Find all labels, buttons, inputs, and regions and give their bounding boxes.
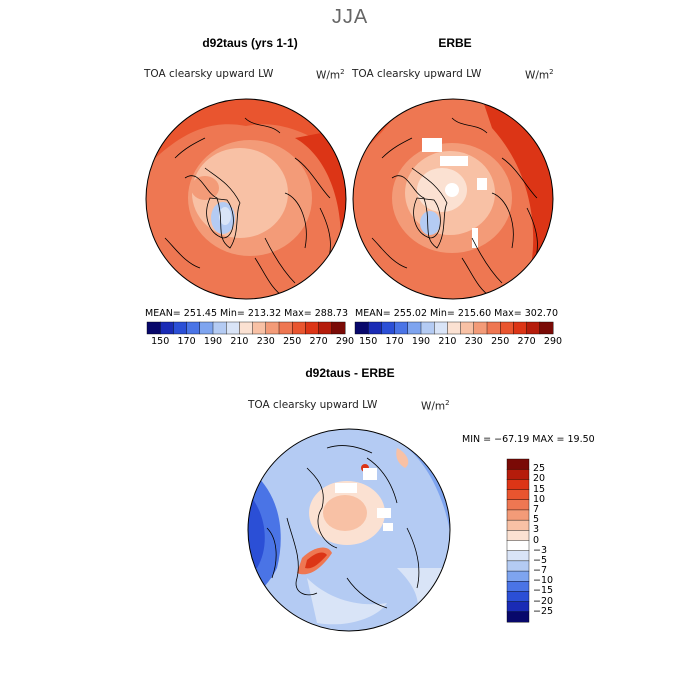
diff-colorbar-swatch: [506, 540, 530, 552]
diff-colorbar-tick-label: 7: [533, 503, 540, 515]
colorbar-tick-label: 170: [385, 336, 404, 347]
diff-colorbar-tick-label: 3: [533, 524, 540, 536]
diff-colorbar-tick-label: −7: [533, 565, 548, 577]
colorbar-swatch: [433, 321, 448, 335]
colorbar-swatch: [199, 321, 214, 335]
colorbar-tick-label: 210: [230, 336, 249, 347]
colorbar-tick-label: 270: [517, 336, 536, 347]
colorbar-tick-label: 230: [464, 336, 483, 347]
colorbar-swatch: [331, 321, 346, 335]
panel1-colorbar: [146, 321, 346, 335]
diff-colorbar-swatch: [506, 489, 530, 501]
colorbar-swatch: [526, 321, 541, 335]
diff-colorbar-swatch: [506, 611, 530, 623]
diff-colorbar-tick-label: 25: [533, 463, 546, 475]
diff-colorbar-swatch: [506, 468, 530, 480]
colorbar-swatch: [499, 321, 514, 335]
diff-polar-map: [247, 428, 451, 632]
panel1-colorbar-ticks: 150 170 190 210 230 250 270 290: [147, 336, 354, 348]
colorbar-swatch: [252, 321, 267, 335]
diff-colorbar-swatch: [506, 560, 530, 572]
panel2-colorbar-ticks: 150 170 190 210 230 250 270 290: [355, 336, 562, 348]
colorbar-tick-label: 250: [283, 336, 302, 347]
panel2-stats: MEAN= 255.02 Min= 215.60 Max= 302.70: [355, 308, 559, 319]
diff-colorbar-swatch: [506, 591, 530, 603]
diff-stats: MIN = −67.19 MAX = 19.50: [462, 434, 595, 445]
diff-colorbar-tick-label: 10: [533, 493, 546, 505]
colorbar-swatch: [225, 321, 240, 335]
colorbar-swatch: [367, 321, 382, 335]
colorbar-swatch: [407, 321, 422, 335]
colorbar-swatch: [354, 321, 369, 335]
diff-colorbar-swatch: [506, 458, 530, 470]
panel1-stats: MEAN= 251.45 Min= 213.32 Max= 288.73: [145, 308, 349, 319]
panel2-subtitle: TOA clearsky upward LW: [352, 68, 482, 80]
colorbar-tick-label: 150: [359, 336, 378, 347]
diff-colorbar-tick-label: 0: [533, 534, 540, 546]
colorbar-swatch: [513, 321, 527, 335]
diff-colorbar-tick-label: 5: [533, 514, 540, 526]
panel1-units: W/m2: [316, 68, 345, 82]
colorbar-swatch: [318, 321, 333, 335]
diff-units: W/m2: [421, 399, 450, 413]
figure-title: JJA: [331, 6, 369, 28]
diff-colorbar-tick-label: −3: [533, 544, 548, 556]
colorbar-swatch: [239, 321, 254, 335]
panel2-colorbar: [354, 321, 554, 335]
colorbar-swatch: [473, 321, 488, 335]
diff-colorbar-swatch: [506, 530, 530, 541]
colorbar-swatch: [539, 321, 554, 335]
colorbar-swatch: [291, 321, 306, 335]
colorbar-tick-label: 230: [256, 336, 275, 347]
diff-colorbar-tick-label: −25: [533, 605, 554, 617]
diff-colorbar-swatch: [506, 581, 530, 592]
diff-colorbar-tick-label: −10: [533, 575, 554, 587]
diff-colorbar: [506, 458, 530, 623]
diff-colorbar-tick-label: −15: [533, 585, 554, 597]
panel2-units: W/m2: [525, 68, 554, 82]
colorbar-swatch: [305, 321, 319, 335]
diff-colorbar-tick-label: 20: [533, 473, 546, 485]
diff-colorbar-tick-label: −20: [533, 595, 554, 607]
colorbar-tick-label: 290: [543, 336, 563, 347]
panel2-polar-map: [352, 98, 554, 300]
panel2-title: ERBE: [438, 36, 472, 50]
colorbar-swatch: [278, 321, 293, 335]
colorbar-tick-label: 210: [438, 336, 457, 347]
diff-subtitle: TOA clearsky upward LW: [248, 399, 378, 411]
colorbar-tick-label: 290: [335, 336, 355, 347]
diff-colorbar-swatch: [506, 601, 530, 613]
diff-colorbar-swatch: [506, 519, 530, 531]
diff-colorbar-swatch: [506, 499, 530, 511]
colorbar-swatch: [381, 321, 395, 335]
colorbar-tick-label: 250: [491, 336, 510, 347]
colorbar-tick-label: 190: [411, 336, 431, 347]
colorbar-tick-label: 270: [309, 336, 328, 347]
colorbar-swatch: [420, 321, 435, 335]
colorbar-swatch: [186, 321, 201, 335]
colorbar-swatch: [447, 321, 462, 335]
diff-colorbar-swatch: [506, 479, 530, 490]
colorbar-tick-label: 170: [177, 336, 196, 347]
colorbar-swatch: [265, 321, 280, 335]
colorbar-tick-label: 190: [203, 336, 223, 347]
colorbar-swatch: [146, 321, 161, 335]
panel1-polar-map: [145, 98, 347, 300]
colorbar-swatch: [394, 321, 409, 335]
diff-colorbar-ticks: 25 20 15 10 7 5 3 0 −3 −5 −7 −10 −15 −20 −25: [533, 459, 573, 622]
diff-title: d92taus - ERBE: [305, 366, 395, 380]
colorbar-swatch: [173, 321, 187, 335]
colorbar-swatch: [486, 321, 501, 335]
colorbar-swatch: [159, 321, 174, 335]
panel1-title: d92taus (yrs 1-1): [202, 36, 298, 50]
colorbar-swatch: [212, 321, 227, 335]
diff-colorbar-swatch: [506, 509, 530, 521]
colorbar-tick-label: 150: [151, 336, 170, 347]
colorbar-swatch: [460, 321, 475, 335]
diff-colorbar-tick-label: 15: [533, 483, 546, 495]
diff-colorbar-swatch: [506, 570, 530, 582]
diff-colorbar-swatch: [506, 550, 530, 562]
diff-colorbar-tick-label: −5: [533, 554, 548, 566]
panel1-subtitle: TOA clearsky upward LW: [144, 68, 274, 80]
